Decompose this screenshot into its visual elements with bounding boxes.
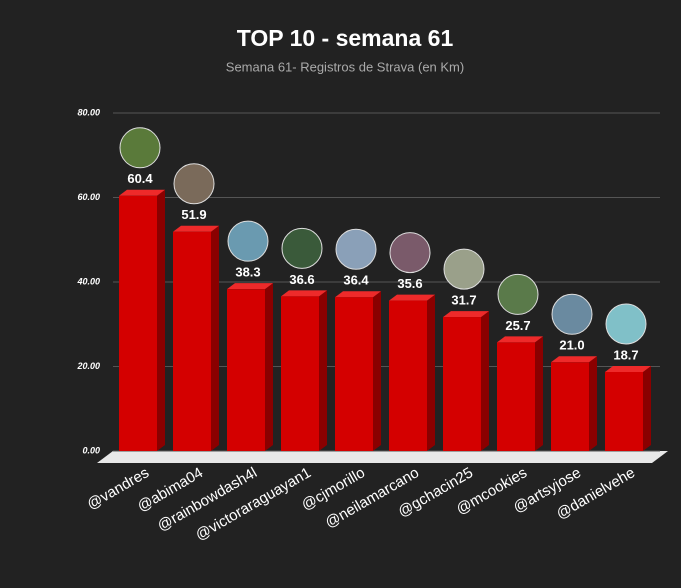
bar-side <box>265 283 273 451</box>
value-label: 60.4 <box>127 171 153 186</box>
value-label: 31.7 <box>451 293 476 308</box>
bar <box>227 289 265 451</box>
bar-side <box>319 290 327 451</box>
bar-top <box>335 291 381 298</box>
chart-title: TOP 10 - semana 61 <box>237 25 454 51</box>
y-tick-label: 80.00 <box>77 107 100 117</box>
avatar <box>497 273 539 315</box>
bar-side <box>211 225 219 451</box>
y-tick-label: 0.00 <box>82 445 100 455</box>
bar-side <box>643 365 651 451</box>
bar-top <box>551 356 597 363</box>
bar-top <box>281 290 327 297</box>
bar-side <box>589 356 597 451</box>
avatar <box>227 220 269 262</box>
bar <box>497 342 535 451</box>
bar <box>281 296 319 451</box>
bar <box>443 317 481 451</box>
floor <box>97 451 668 463</box>
value-label: 36.6 <box>289 272 314 287</box>
bar-top <box>389 294 435 301</box>
value-label: 35.6 <box>397 276 422 291</box>
value-label: 21.0 <box>559 338 584 353</box>
avatar <box>605 303 647 345</box>
bar <box>389 300 427 451</box>
bar-side <box>427 294 435 451</box>
bar-top <box>119 189 165 196</box>
value-label: 51.9 <box>181 207 206 222</box>
avatar <box>443 248 485 290</box>
bar-side <box>535 336 543 451</box>
value-label: 38.3 <box>235 265 260 280</box>
value-label: 25.7 <box>505 318 530 333</box>
bar-top <box>173 225 219 232</box>
avatar <box>119 127 161 169</box>
bar <box>551 362 589 451</box>
avatar <box>173 163 215 205</box>
bar-top <box>227 283 273 290</box>
value-label: 36.4 <box>343 273 369 288</box>
y-tick-label: 20.00 <box>76 361 100 371</box>
avatar <box>389 232 431 274</box>
chart-subtitle: Semana 61- Registros de Strava (en Km) <box>226 59 464 74</box>
bar <box>119 195 157 451</box>
bar <box>335 297 373 451</box>
bar <box>173 231 211 451</box>
bar-side <box>373 291 381 451</box>
bar-side <box>157 189 165 451</box>
bar-side <box>481 311 489 451</box>
avatar <box>551 293 593 335</box>
bar <box>605 371 643 451</box>
value-label: 18.7 <box>613 347 638 362</box>
y-tick-label: 60.00 <box>77 192 100 202</box>
bar-top <box>497 336 543 343</box>
avatar <box>281 227 323 269</box>
y-tick-label: 40.00 <box>76 276 100 286</box>
bar-top <box>605 365 651 372</box>
avatar <box>335 228 377 270</box>
bar-top <box>443 311 489 318</box>
